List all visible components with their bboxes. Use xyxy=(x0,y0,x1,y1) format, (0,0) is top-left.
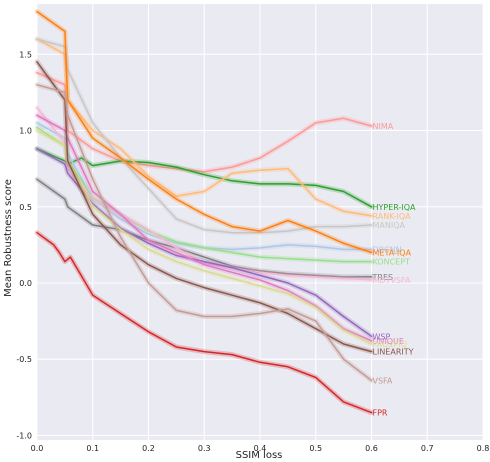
series-label-meta-iqa: META-IQA xyxy=(373,248,412,257)
series-label-rank-iqa: RANK-IQA xyxy=(373,212,412,221)
series-label-unique: UNIQUE xyxy=(373,337,404,346)
x-tick-labels: 0.0 0.1 0.2 0.3 0.4 0.5 0.6 0.7 0.8 xyxy=(31,444,490,453)
series-line-vsfa xyxy=(36,84,373,382)
series-label-linearity: LINEARITY xyxy=(373,348,414,357)
x-tick-label: 0.0 xyxy=(31,444,44,453)
y-tick-label: -0.5 xyxy=(16,355,32,364)
series-label-fpr: FPR xyxy=(373,409,388,418)
series-label-koncept: KONCEPT xyxy=(373,258,411,267)
series-label-mdtvsfa: MDTVSFA xyxy=(373,276,411,285)
x-axis-title: SSIM loss xyxy=(236,450,283,461)
y-tick-label: 1.5 xyxy=(19,50,32,59)
series-label-wsp: WSP xyxy=(373,332,391,341)
y-tick-labels: 1.5 1.0 0.5 0.0 -0.5 -1.0 xyxy=(16,50,32,440)
series-label-dbcnn: DBCNN xyxy=(373,245,402,254)
y-axis-title: Mean Robustness score xyxy=(3,179,14,297)
grid xyxy=(36,4,484,440)
series-label-nima: NIMA xyxy=(373,122,394,131)
y-tick-label: 0.5 xyxy=(19,203,32,212)
x-tick-label: 0.8 xyxy=(477,444,490,453)
x-tick-label: 0.6 xyxy=(365,444,378,453)
y-tick-label: 0.0 xyxy=(19,279,32,288)
x-tick-label: 0.7 xyxy=(421,444,434,453)
series-label-hyper-iqa: HYPER-IQA xyxy=(373,203,417,212)
series-lines xyxy=(34,9,374,416)
series-label-paq2piq: PAQ2PIQ xyxy=(373,340,408,349)
series-line-unique xyxy=(36,114,373,342)
series-line-tres xyxy=(36,178,373,278)
x-tick-label: 0.5 xyxy=(309,444,322,453)
series-line-meta-iqa xyxy=(36,10,373,254)
x-tick-label: 0.4 xyxy=(254,444,267,453)
y-tick-label: -1.0 xyxy=(16,431,32,440)
x-tick-label: 0.1 xyxy=(86,444,99,453)
y-tick-label: 1.0 xyxy=(19,127,32,136)
series-line-fpr xyxy=(36,231,373,414)
x-tick-label: 0.3 xyxy=(198,444,211,453)
series-label-tres: TRES xyxy=(372,273,394,282)
series-line-linearity xyxy=(36,61,373,353)
series-label-maniqa: MANIQA xyxy=(373,221,406,230)
series-line-mdtvsfa xyxy=(36,106,373,281)
series-line-maniqa xyxy=(36,38,373,234)
x-tick-label: 0.2 xyxy=(142,444,155,453)
series-label-vsfa: VSFA xyxy=(373,377,393,386)
